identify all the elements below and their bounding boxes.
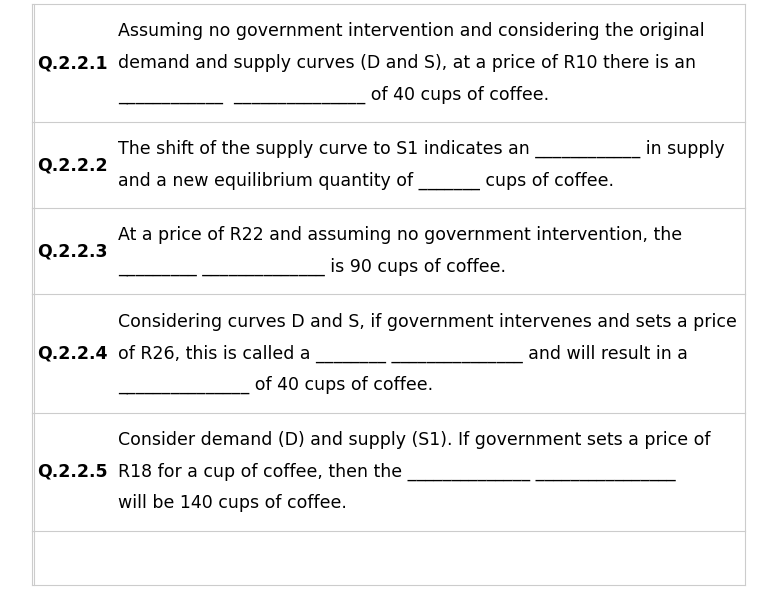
Text: demand and supply curves (D and S), at a price of R10 there is an: demand and supply curves (D and S), at a… xyxy=(118,54,696,72)
Text: Considering curves D and S, if government intervenes and sets a price: Considering curves D and S, if governmen… xyxy=(118,313,737,331)
Text: The shift of the supply curve to S1 indicates an ____________ in supply: The shift of the supply curve to S1 indi… xyxy=(118,140,725,158)
Text: Q.2.2.2: Q.2.2.2 xyxy=(37,156,108,174)
Text: Q.2.2.4: Q.2.2.4 xyxy=(37,345,108,362)
Text: Assuming no government intervention and considering the original: Assuming no government intervention and … xyxy=(118,22,704,40)
Text: At a price of R22 and assuming no government intervention, the: At a price of R22 and assuming no govern… xyxy=(118,227,682,244)
Text: Q.2.2.1: Q.2.2.1 xyxy=(37,54,108,72)
Text: will be 140 cups of coffee.: will be 140 cups of coffee. xyxy=(118,494,347,512)
Text: Q.2.2.3: Q.2.2.3 xyxy=(37,243,108,260)
Text: _________ ______________ is 90 cups of coffee.: _________ ______________ is 90 cups of c… xyxy=(118,258,506,276)
Text: R18 for a cup of coffee, then the ______________ ________________: R18 for a cup of coffee, then the ______… xyxy=(118,462,676,481)
Text: of R26, this is called a ________ _______________ and will result in a: of R26, this is called a ________ ______… xyxy=(118,345,688,363)
Text: ____________  _______________ of 40 cups of coffee.: ____________ _______________ of 40 cups … xyxy=(118,85,549,104)
Text: _______________ of 40 cups of coffee.: _______________ of 40 cups of coffee. xyxy=(118,376,433,395)
Text: Consider demand (D) and supply (S1). If government sets a price of: Consider demand (D) and supply (S1). If … xyxy=(118,431,710,449)
Text: and a new equilibrium quantity of _______ cups of coffee.: and a new equilibrium quantity of ______… xyxy=(118,172,614,190)
Text: Q.2.2.5: Q.2.2.5 xyxy=(37,462,108,481)
